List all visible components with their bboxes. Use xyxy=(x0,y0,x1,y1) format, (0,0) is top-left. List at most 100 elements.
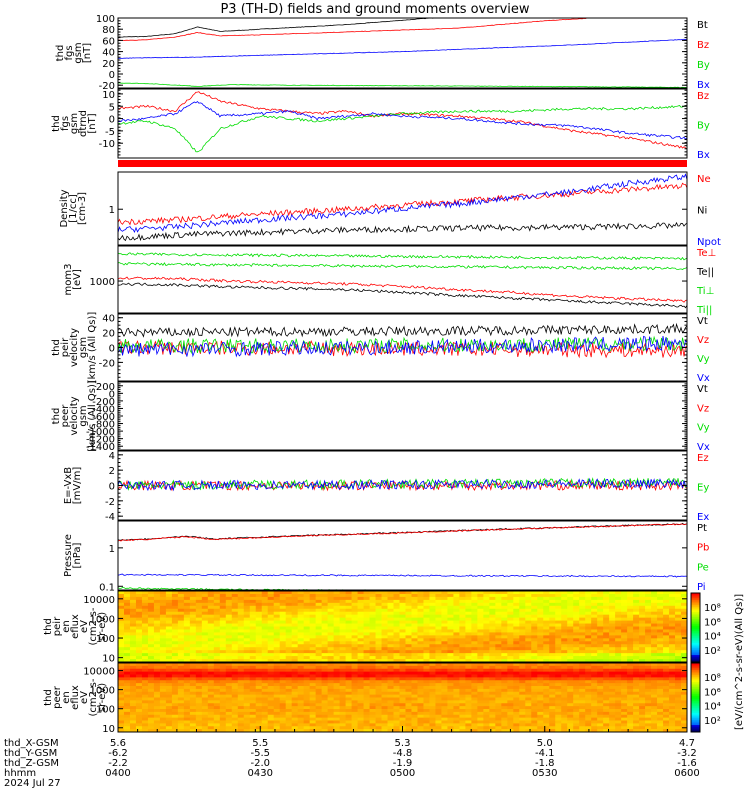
spectrogram-cell xyxy=(118,700,125,704)
spectrogram-cell xyxy=(351,644,358,648)
spectrogram-cell xyxy=(603,703,610,707)
spectrogram-cell xyxy=(549,608,556,613)
spectrogram-cell xyxy=(567,653,574,657)
spectrogram-cell xyxy=(615,674,622,678)
spectrogram-cell xyxy=(615,723,622,727)
spectrogram-cell xyxy=(393,591,400,595)
spectrogram-cell xyxy=(543,706,550,710)
spectrogram-cell xyxy=(513,608,520,613)
spectrogram-cell xyxy=(597,668,604,673)
spectrogram-cell xyxy=(189,620,197,624)
spectrogram-cell xyxy=(669,656,676,660)
spectrogram-cell xyxy=(243,659,251,663)
spectrogram-cell xyxy=(507,608,514,613)
spectrogram-cell xyxy=(453,674,460,678)
spectrogram-cell xyxy=(477,711,484,716)
spectrogram-cell xyxy=(219,677,227,681)
spectrogram-cell xyxy=(285,626,293,630)
spectrogram-cell xyxy=(465,650,472,654)
spectrogram-cell xyxy=(573,659,580,663)
spectrogram-cell xyxy=(675,700,682,704)
y-tick-label: 10000 xyxy=(83,595,115,606)
spectrogram-cell xyxy=(141,697,149,701)
spectrogram-cell xyxy=(303,700,311,704)
spectrogram-cell xyxy=(207,709,215,713)
spectrogram-cell xyxy=(309,697,317,701)
spectrogram-cell xyxy=(351,726,358,730)
spectrogram-cell xyxy=(555,626,562,630)
spectrogram-cell xyxy=(657,656,664,660)
spectrogram-cell xyxy=(237,629,245,633)
spectrogram-cell xyxy=(579,629,586,633)
spectrogram-cell xyxy=(123,623,131,627)
spectrogram-cell xyxy=(393,644,400,648)
spectrogram-cell xyxy=(303,711,311,716)
spectrogram-cell xyxy=(201,638,209,642)
spectrogram-cell xyxy=(351,635,358,639)
spectrogram-cell xyxy=(621,720,628,724)
spectrogram-cell xyxy=(537,617,544,621)
spectrogram-cell xyxy=(657,602,664,607)
spectrogram-cell xyxy=(507,674,514,678)
spectrogram-cell xyxy=(411,596,418,601)
spectrogram-cell xyxy=(369,697,376,701)
spectrogram-cell xyxy=(531,617,538,621)
spectrogram-cell xyxy=(183,593,191,598)
spectrogram-cell xyxy=(219,723,227,727)
spectrogram-cell xyxy=(615,641,622,645)
spectrogram-cell xyxy=(153,620,161,624)
spectrogram-cell xyxy=(657,720,664,724)
spectrogram-cell xyxy=(303,608,311,613)
spectrogram-cell xyxy=(285,599,293,604)
spectrogram-cell xyxy=(363,706,370,710)
spectrogram-cell xyxy=(261,596,269,601)
spectrogram-cell xyxy=(237,709,245,713)
spectrogram-cell xyxy=(225,623,233,627)
spectrogram-cell xyxy=(327,706,335,710)
spectrogram-cell xyxy=(309,668,317,673)
spectrogram-cell xyxy=(531,647,538,651)
spectrogram-cell xyxy=(657,641,664,645)
spectrogram-cell xyxy=(429,663,436,667)
spectrogram-cell xyxy=(561,726,568,730)
spectrogram-cell xyxy=(501,623,508,627)
spectrogram-cell xyxy=(261,674,269,678)
spectrogram-cell xyxy=(495,665,502,670)
spectrogram-cell xyxy=(171,671,179,675)
spectrogram-cell xyxy=(465,599,472,604)
spectrogram-cell xyxy=(477,714,484,719)
spectrogram-cell xyxy=(561,611,568,616)
spectrogram-cell xyxy=(525,650,532,654)
spectrogram-cell xyxy=(285,709,293,713)
spectrogram-cell xyxy=(603,632,610,636)
spectrogram-cell xyxy=(183,700,191,704)
spectrogram-cell xyxy=(453,700,460,704)
spectrogram-cell xyxy=(159,709,167,713)
spectrogram-cell xyxy=(297,686,305,690)
spectrogram-cell xyxy=(189,656,197,660)
spectrogram-cell xyxy=(309,653,317,657)
spectrogram-cell xyxy=(537,720,544,724)
spectrogram-cell xyxy=(213,674,221,678)
spectrogram-cell xyxy=(279,680,287,684)
legend-Ex: Ex xyxy=(697,512,709,523)
spectrogram-cell xyxy=(387,720,394,724)
spectrogram-cell xyxy=(249,617,257,621)
spectrogram-cell xyxy=(603,720,610,724)
spectrogram-cell xyxy=(483,711,490,716)
spectrogram-cell xyxy=(567,591,574,595)
spectrogram-cell xyxy=(129,703,137,707)
spectrogram-cell xyxy=(381,683,388,687)
spectrogram-cell xyxy=(483,665,490,670)
spectrogram-cell xyxy=(291,653,299,657)
spectrogram-cell xyxy=(477,647,484,651)
spectrogram-cell xyxy=(435,711,442,716)
spectrogram-cell xyxy=(615,644,622,648)
spectrogram-cell xyxy=(369,709,376,713)
spectrogram-cell xyxy=(261,726,269,730)
spectrogram-cell xyxy=(513,665,520,670)
spectrogram-cell xyxy=(285,617,293,621)
spectrogram-cell xyxy=(393,593,400,598)
spectrogram-cell xyxy=(327,608,335,613)
spectrogram-cell xyxy=(627,714,634,719)
